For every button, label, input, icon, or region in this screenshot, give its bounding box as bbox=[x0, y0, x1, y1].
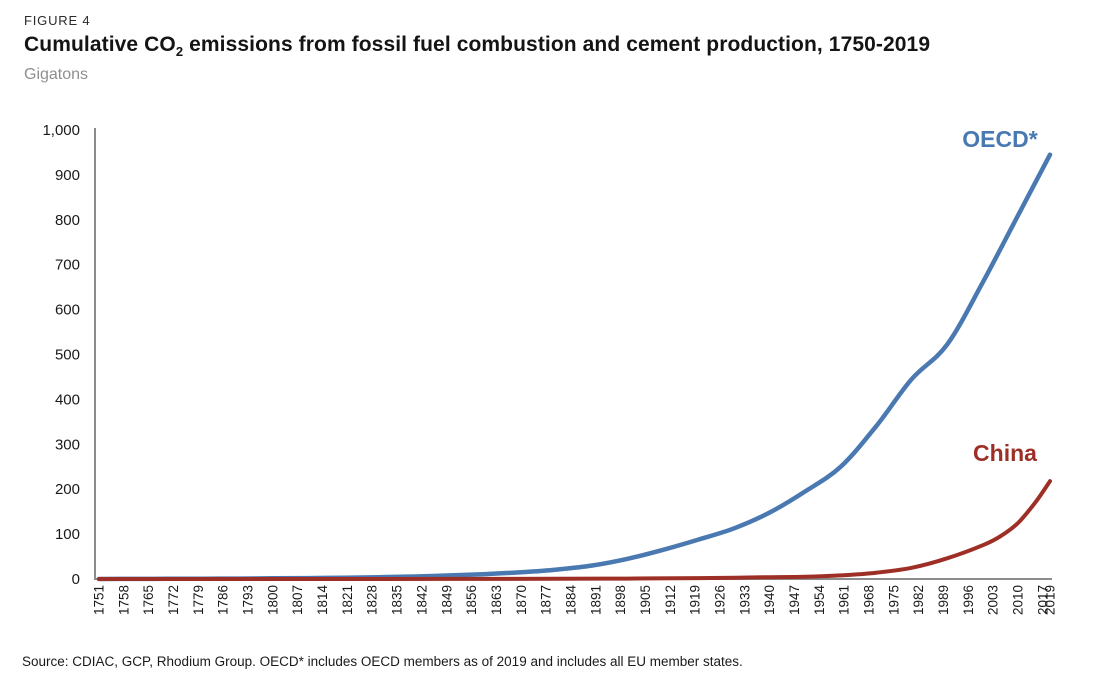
x-axis-tick-label: 1772 bbox=[166, 585, 181, 615]
y-axis-tick-label: 1,000 bbox=[42, 122, 80, 139]
x-axis-tick-label: 1842 bbox=[414, 585, 429, 615]
x-axis-tick-label: 2017 bbox=[1035, 585, 1050, 615]
chart-title-subscript: 2 bbox=[175, 44, 184, 60]
x-axis-tick-label: 1877 bbox=[539, 585, 554, 615]
y-axis-tick-label: 0 bbox=[72, 571, 80, 588]
series-label-china: China bbox=[973, 440, 1037, 466]
x-axis-tick-label: 1765 bbox=[141, 585, 156, 615]
x-axis-tick-label: 1905 bbox=[638, 585, 653, 615]
x-axis-tick-label: 1786 bbox=[216, 585, 231, 615]
x-axis-tick-label: 1807 bbox=[290, 585, 305, 615]
series-line-china bbox=[97, 479, 1052, 581]
x-axis-tick-label: 1863 bbox=[489, 585, 504, 615]
x-axis-tick-label: 1891 bbox=[588, 585, 603, 615]
x-axis-tick-label: 1884 bbox=[563, 585, 578, 616]
x-axis-tick-label: 1912 bbox=[663, 585, 678, 615]
axis-line bbox=[94, 128, 1052, 580]
x-axis-tick-label: 1814 bbox=[315, 585, 330, 616]
x-axis-tick-label: 1919 bbox=[688, 585, 703, 615]
x-axis-tick-label: 1982 bbox=[911, 585, 926, 615]
series-label-oecd: OECD* bbox=[962, 126, 1037, 152]
x-axis-tick-label: 1835 bbox=[390, 585, 405, 615]
series-line-oecd bbox=[96, 152, 1053, 582]
x-axis-tick-label: 2019 bbox=[1043, 585, 1058, 615]
chart-title: Cumulative CO2 emissions from fossil fue… bbox=[24, 33, 1072, 59]
x-axis-tick-label: 1940 bbox=[762, 585, 777, 615]
x-axis-tick-label: 1954 bbox=[812, 585, 827, 616]
x-axis-tick-label: 1800 bbox=[265, 585, 280, 615]
x-axis-tick-label: 1849 bbox=[439, 585, 454, 615]
y-axis-tick-label: 600 bbox=[55, 302, 80, 319]
x-axis-tick-label: 1870 bbox=[514, 585, 529, 615]
y-axis-tick-label: 400 bbox=[55, 391, 80, 408]
x-axis-tick-label: 1968 bbox=[862, 585, 877, 615]
x-axis-tick-label: 1779 bbox=[191, 585, 206, 615]
y-axis-tick-label: 800 bbox=[55, 212, 80, 229]
chart-unit-subtitle: Gigatons bbox=[24, 66, 89, 84]
x-axis-tick-label: 1828 bbox=[365, 585, 380, 615]
x-axis-tick-label: 2010 bbox=[1011, 585, 1026, 615]
x-axis-tick-label: 1898 bbox=[613, 585, 628, 615]
x-axis-tick-label: 1793 bbox=[241, 585, 256, 615]
x-axis-tick-label: 1933 bbox=[737, 585, 752, 615]
x-axis-tick-label: 1975 bbox=[886, 585, 901, 615]
x-axis-tick-label: 1996 bbox=[961, 585, 976, 615]
x-axis-tick-label: 1758 bbox=[116, 585, 131, 615]
x-axis-tick-label: 1947 bbox=[787, 585, 802, 615]
y-axis-tick-label: 500 bbox=[55, 347, 80, 364]
y-axis-tick-label: 300 bbox=[55, 436, 80, 453]
chart-title-suffix: emissions from fossil fuel combustion an… bbox=[183, 33, 931, 56]
emissions-line-chart: 0 100 200 300 400 500 600 700 800 900 1,000 1751 175… bbox=[42, 122, 1058, 616]
y-axis-tick-label: 700 bbox=[55, 257, 80, 274]
chart-title-prefix: Cumulative CO bbox=[24, 33, 176, 56]
x-axis-tick-label: 1751 bbox=[92, 585, 107, 615]
y-axis-tick-label: 100 bbox=[55, 526, 80, 543]
y-axis-tick-label: 200 bbox=[55, 481, 80, 498]
x-axis-tick-label: 1821 bbox=[340, 585, 355, 615]
x-axis-tick-label: 1989 bbox=[936, 585, 951, 615]
x-axis-tick-label: 1856 bbox=[464, 585, 479, 615]
x-axis-tick-label: 1961 bbox=[837, 585, 852, 615]
source-note: Source: CDIAC, GCP, Rhodium Group. OECD*… bbox=[22, 654, 743, 669]
figure-label: FIGURE 4 bbox=[24, 13, 91, 28]
x-axis-tick-label: 1926 bbox=[712, 585, 727, 615]
x-axis-tick-label: 2003 bbox=[986, 585, 1001, 615]
y-axis-tick-label: 900 bbox=[55, 167, 80, 184]
chart-header: FIGURE 4 Cumulative CO2 emissions from f… bbox=[0, 0, 1096, 84]
